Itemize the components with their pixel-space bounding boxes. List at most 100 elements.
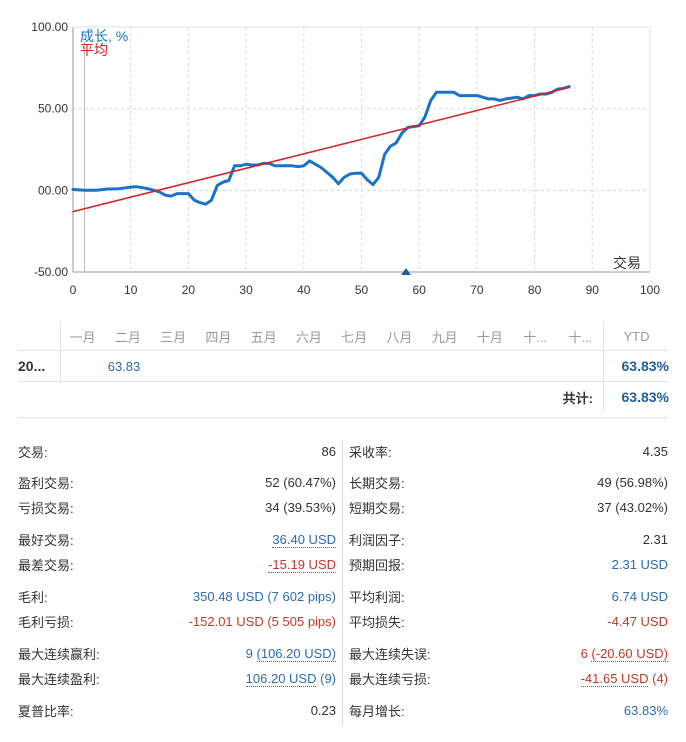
month-header: 三月 [160, 329, 187, 345]
stat-row: 预期回报: 2.31 USD [349, 554, 668, 574]
stat-label: 盈利交易: [18, 475, 74, 491]
stats-column-divider [342, 441, 343, 726]
month-value-feb: 63.83 [107, 358, 141, 374]
month-header: 五月 [250, 329, 277, 345]
stat-row: 平均损失: -4.47 USD [349, 611, 668, 631]
stat-label: 亏损交易: [18, 500, 74, 516]
stat-value-secondary[interactable]: (-20.60 USD) [591, 645, 668, 662]
stat-value: 49 (56.98%) [597, 475, 668, 490]
stat-label: 每月增长: [349, 703, 405, 719]
month-header: 六月 [295, 329, 322, 345]
stat-row: 最好交易: 36.40 USD [18, 529, 336, 549]
stat-value: 4.35 [643, 444, 668, 459]
month-header: 十月 [476, 329, 503, 345]
month-header: 八月 [386, 329, 413, 345]
stat-value: 34 (39.53%) [265, 500, 336, 515]
month-header: 九月 [431, 329, 458, 345]
stat-value-text: 6.74 USD [611, 588, 668, 604]
x-tick-label: 20 [182, 283, 196, 297]
year-header-cell [18, 322, 61, 350]
stat-value: 52 (60.47%) [265, 475, 336, 490]
x-axis-label: 交易 [613, 255, 641, 271]
scroll-marker-icon[interactable] [401, 268, 411, 275]
month-header: 二月 [114, 329, 141, 345]
stat-value: 0.23 [311, 703, 336, 718]
stat-row: 短期交易: 37 (43.02%) [349, 497, 668, 517]
stat-label: 平均损失: [349, 614, 405, 630]
stat-row: 最大连续赢利: 9 (106.20 USD) [18, 643, 336, 663]
year-row: 20... 63.83 63.83% [18, 351, 669, 382]
stat-value-secondary[interactable]: (106.20 USD) [256, 645, 336, 662]
stat-row: 长期交易: 49 (56.98%) [349, 472, 668, 492]
stat-label: 平均利润: [349, 589, 405, 605]
stat-label: 毛利亏损: [18, 614, 74, 630]
x-tick-label: 10 [124, 283, 138, 297]
stat-value-primary[interactable]: -41.65 USD [580, 670, 649, 687]
stat-label: 最好交易: [18, 532, 74, 548]
y-tick-label: 50.00 [38, 102, 68, 116]
stat-value-secondary: (4) [652, 670, 668, 686]
stat-value: 2.31 [643, 532, 668, 547]
stat-value-primary: -152.01 USD [188, 613, 264, 629]
stat-row: 夏普比率: 0.23 [18, 700, 336, 720]
x-tick-label: 60 [413, 283, 427, 297]
y-tick-label: -50.00 [34, 265, 68, 279]
stat-value-text: 37 (43.02%) [597, 499, 668, 515]
stat-value-text: 49 (56.98%) [597, 474, 668, 490]
stat-label: 最差交易: [18, 557, 74, 573]
ytd-header: YTD [603, 322, 669, 350]
stat-label: 利润因子: [349, 532, 405, 548]
monthly-returns-table: 一月 二月 三月 四月 五月 六月 七月 八月 九月 十月 十... 十... YTD 20... 6… [18, 322, 669, 412]
growth-chart: 0 10 20 30 40 50 60 70 80 90 100 100.00 50.00 00.00 -5… [31, 20, 660, 297]
total-row: 共计: 63.83% [18, 382, 669, 412]
section-divider [18, 417, 668, 418]
x-tick-label: 50 [355, 283, 369, 297]
ytd-value: 63.83% [603, 351, 669, 381]
stat-label: 交易: [18, 444, 48, 460]
stat-row: 最大连续盈利: 106.20 USD (9) [18, 668, 336, 688]
stat-value-primary: 350.48 USD [192, 588, 264, 604]
stat-row: 亏损交易: 34 (39.53%) [18, 497, 336, 517]
x-tick-label: 100 [640, 283, 660, 297]
stat-label: 最大连续赢利: [18, 646, 100, 662]
stat-label: 最大连续盈利: [18, 671, 100, 687]
stat-value: 350.48 USD (7 602 pips) [193, 589, 336, 604]
legend-average: 平均 [80, 42, 108, 58]
stat-label: 采收率: [349, 444, 392, 460]
stat-value-text: 34 (39.53%) [265, 499, 336, 515]
stat-row: 最差交易: -15.19 USD [18, 554, 336, 574]
stat-label: 毛利: [18, 589, 48, 605]
total-label: 共计: [562, 390, 593, 406]
stat-value-text: 0.23 [310, 702, 336, 718]
stat-value: 6.74 USD [612, 589, 668, 604]
average-trend-line [72, 86, 570, 213]
x-tick-label: 90 [586, 283, 600, 297]
stat-value-text[interactable]: 36.40 USD [272, 531, 336, 548]
stat-value-text[interactable]: -15.19 USD [268, 556, 336, 573]
stat-value-text: 4.35 [642, 443, 668, 459]
stat-row: 最大连续亏损: -41.65 USD (4) [349, 668, 668, 688]
stat-value: 36.40 USD [272, 531, 336, 548]
month-header: 十... [568, 329, 593, 345]
x-tick-label: 0 [70, 283, 77, 297]
stat-row: 平均利润: 6.74 USD [349, 586, 668, 606]
stat-value-text: 2.31 [642, 531, 668, 547]
stat-value-text: 63.83% [623, 702, 668, 718]
stat-value: -15.19 USD [268, 556, 336, 573]
year-label: 20... [18, 351, 61, 381]
stat-value-secondary: (5 505 pips) [267, 613, 336, 629]
stat-label: 最大连续亏损: [349, 671, 431, 687]
stat-value: -152.01 USD (5 505 pips) [189, 614, 336, 629]
month-header: 一月 [69, 329, 96, 345]
x-tick-label: 70 [470, 283, 484, 297]
stat-label: 夏普比率: [18, 703, 74, 719]
stat-value-primary[interactable]: 106.20 USD [245, 670, 317, 687]
stat-row: 毛利亏损: -152.01 USD (5 505 pips) [18, 611, 336, 631]
stat-value: 63.83% [624, 703, 668, 718]
legend-growth: 成长, % [80, 28, 128, 44]
growth-series-line [71, 85, 571, 206]
stat-label: 短期交易: [349, 500, 405, 516]
x-tick-label: 30 [239, 283, 253, 297]
x-tick-label: 80 [528, 283, 542, 297]
stat-row: 最大连续失误: 6 (-20.60 USD) [349, 643, 668, 663]
